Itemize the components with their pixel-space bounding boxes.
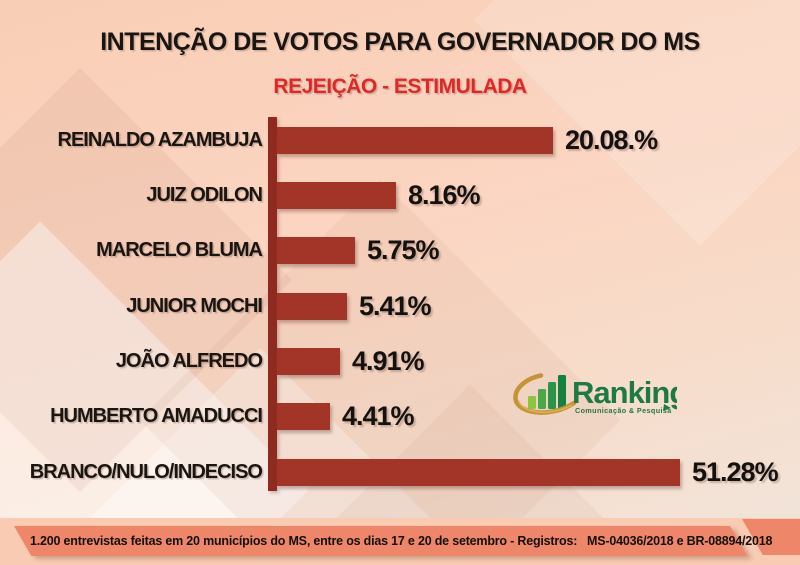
value-label: 4.41% bbox=[342, 401, 415, 431]
logo-chart-bars-icon bbox=[528, 375, 566, 409]
candidate-label: BRANCO/NULO/INDECISO bbox=[29, 461, 263, 483]
bar-row: JOÃO ALFREDO 4.91% bbox=[0, 348, 800, 375]
value-label: 4.91% bbox=[352, 346, 425, 376]
candidate-label: REINALDO AZAMBUJA bbox=[57, 129, 263, 151]
page-title: INTENÇÃO DE VOTOS PARA GOVERNADOR DO MS bbox=[100, 28, 700, 56]
candidate-label: JUNIOR MOCHI bbox=[126, 295, 263, 317]
bar-row: JUNIOR MOCHI 5.41% bbox=[0, 293, 800, 320]
value-label: 5.75% bbox=[367, 235, 440, 265]
footer-text: 1.200 entrevistas feitas em 20 município… bbox=[30, 534, 773, 548]
candidate-label: JOÃO ALFREDO bbox=[115, 350, 263, 372]
logo-arrow-icon bbox=[663, 404, 671, 411]
brand-tagline: Comunicação & Pesquisa bbox=[575, 406, 672, 415]
value-label: 20.08.% bbox=[565, 125, 658, 155]
bar bbox=[277, 459, 680, 486]
chart-subtitle: REJEIÇÃO - ESTIMULADA bbox=[273, 75, 527, 98]
bar bbox=[277, 182, 396, 209]
bar bbox=[277, 293, 347, 320]
bar bbox=[277, 237, 355, 264]
bar-row: BRANCO/NULO/INDECISO 51.28% bbox=[0, 459, 800, 486]
bar-row: JUIZ ODILON 8.16% bbox=[0, 182, 800, 209]
bar-row: HUMBERTO AMADUCCI 4.41% bbox=[0, 403, 800, 430]
axis-line bbox=[268, 117, 277, 491]
bar-row: MARCELO BLUMA 5.75% bbox=[0, 237, 800, 264]
bar bbox=[277, 127, 553, 154]
value-label: 51.28% bbox=[692, 457, 779, 487]
value-label: 5.41% bbox=[359, 291, 432, 321]
logo-swoosh-highlight bbox=[518, 400, 573, 413]
value-label: 8.16% bbox=[408, 180, 481, 210]
brand-name: Ranking bbox=[572, 375, 677, 410]
candidate-label: HUMBERTO AMADUCCI bbox=[50, 405, 263, 427]
candidate-label: MARCELO BLUMA bbox=[96, 239, 263, 261]
bar bbox=[277, 348, 340, 375]
bar-row: REINALDO AZAMBUJA 20.08.% bbox=[0, 127, 800, 154]
bar bbox=[277, 403, 330, 430]
ranking-logo: Ranking Comunicação & Pesquisa bbox=[512, 362, 688, 424]
candidate-label: JUIZ ODILON bbox=[146, 184, 263, 206]
